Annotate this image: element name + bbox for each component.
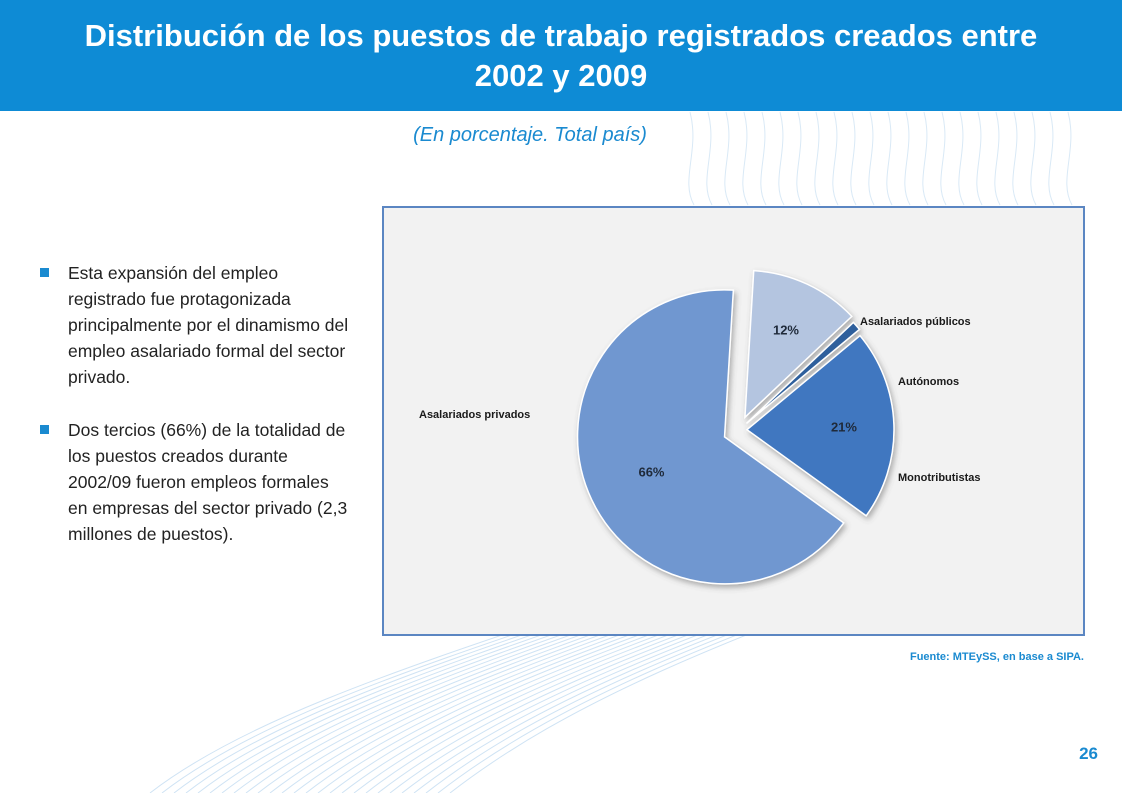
title-bar: Distribución de los puestos de trabajo r…	[0, 0, 1122, 111]
square-bullet-icon	[40, 268, 49, 277]
bullet-item: Dos tercios (66%) de la totalidad de los…	[40, 417, 350, 547]
bullet-text: Dos tercios (66%) de la totalidad de los…	[68, 420, 348, 544]
category-label-autonomos: Autónomos	[898, 376, 959, 388]
chart-subtitle: (En porcentaje. Total país)	[413, 124, 647, 146]
category-label-monotributistas: Monotributistas	[898, 472, 981, 484]
square-bullet-icon	[40, 425, 49, 434]
pie-chart-panel: 12% Asalariados públicos Autónomos 21% Monot…	[382, 206, 1085, 636]
bullet-text: Esta expansión del empleo registrado fue…	[68, 263, 349, 387]
pie-slice-asalariados-privados	[576, 289, 845, 585]
page-number: 26	[1079, 744, 1098, 763]
source-note: Fuente: MTEySS, en base a SIPA.	[909, 651, 1084, 663]
pie-chart: 12% Asalariados públicos Autónomos 21% Monot…	[419, 269, 981, 585]
bullet-item: Esta expansión del empleo registrado fue…	[40, 260, 350, 390]
data-label-asalariados-publicos: 12%	[773, 322, 799, 337]
pie-slice-autonomos	[745, 321, 861, 424]
pie-slice-asalariados-publicos	[744, 269, 853, 420]
wave-line	[1066, 111, 1073, 206]
data-label-asalariados-privados: 66%	[638, 464, 664, 479]
category-label-asalariados-privados: Asalariados privados	[419, 409, 530, 421]
page-title: Distribución de los puestos de trabajo r…	[84, 17, 1038, 93]
pie-slice-monotributistas	[745, 334, 895, 517]
data-label-monotributistas: 21%	[831, 419, 857, 434]
category-label-asalariados-publicos: Asalariados públicos	[860, 316, 971, 328]
bullet-list: Esta expansión del empleo registrado fue…	[40, 260, 350, 574]
